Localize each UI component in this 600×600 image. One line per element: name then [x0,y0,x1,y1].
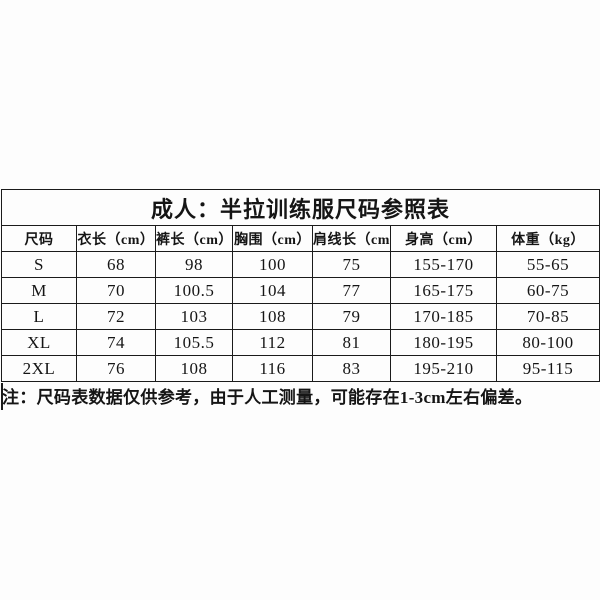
header-row: 尺码 衣长（cm） 裤长（cm） 胸围（cm） 肩线长（cm） 身高（cm） 体… [1,225,600,252]
value-cell: 81 [312,329,391,356]
value-cell: 79 [312,303,391,330]
size-cell: L [1,303,77,330]
header-garment-length: 衣长（cm） [76,225,156,252]
value-cell: 100 [232,251,313,278]
value-cell: 195-210 [390,355,497,382]
table-row: XL 74 105.5 112 81 180-195 80-100 [1,329,600,356]
value-cell: 116 [232,355,313,382]
value-cell: 95-115 [496,355,600,382]
table-body: S 68 98 100 75 155-170 55-65 M 70 100.5 104 77 165-1… [1,251,600,382]
size-chart-table: 成人：半拉训练服尺码参照表 尺码 衣长（cm） 裤长（cm） 胸围（cm） 肩线… [1,189,600,382]
size-cell: S [1,251,77,278]
header-pants-length: 裤长（cm） [155,225,233,252]
table-row: 2XL 76 108 116 83 195-210 95-115 [1,355,600,382]
left-border-stub [1,383,3,410]
size-cell: M [1,277,77,304]
value-cell: 165-175 [390,277,497,304]
header-chest: 胸围（cm） [232,225,313,252]
value-cell: 80-100 [496,329,600,356]
value-cell: 105.5 [155,329,233,356]
value-cell: 104 [232,277,313,304]
value-cell: 75 [312,251,391,278]
value-cell: 60-75 [496,277,600,304]
value-cell: 76 [76,355,156,382]
table-row: M 70 100.5 104 77 165-175 60-75 [1,277,600,304]
value-cell: 77 [312,277,391,304]
size-cell: XL [1,329,77,356]
value-cell: 108 [232,303,313,330]
title-row: 成人：半拉训练服尺码参照表 [1,189,600,226]
value-cell: 98 [155,251,233,278]
size-cell: 2XL [1,355,77,382]
value-cell: 70 [76,277,156,304]
value-cell: 83 [312,355,391,382]
value-cell: 55-65 [496,251,600,278]
table-row: L 72 103 108 79 170-185 70-85 [1,303,600,330]
table-row: S 68 98 100 75 155-170 55-65 [1,251,600,278]
header-size: 尺码 [1,225,77,252]
value-cell: 74 [76,329,156,356]
value-cell: 112 [232,329,313,356]
value-cell: 108 [155,355,233,382]
value-cell: 155-170 [390,251,497,278]
header-weight: 体重（kg） [496,225,600,252]
value-cell: 100.5 [155,277,233,304]
header-height: 身高（cm） [390,225,497,252]
header-shoulder-line: 肩线长（cm） [312,225,391,252]
value-cell: 180-195 [390,329,497,356]
value-cell: 68 [76,251,156,278]
value-cell: 70-85 [496,303,600,330]
value-cell: 103 [155,303,233,330]
value-cell: 72 [76,303,156,330]
reference-note: 注：尺码表数据仅供参考，由于人工测量，可能存在1-3cm左右偏差。 [2,388,533,407]
value-cell: 170-185 [390,303,497,330]
table-title: 成人：半拉训练服尺码参照表 [1,189,600,226]
